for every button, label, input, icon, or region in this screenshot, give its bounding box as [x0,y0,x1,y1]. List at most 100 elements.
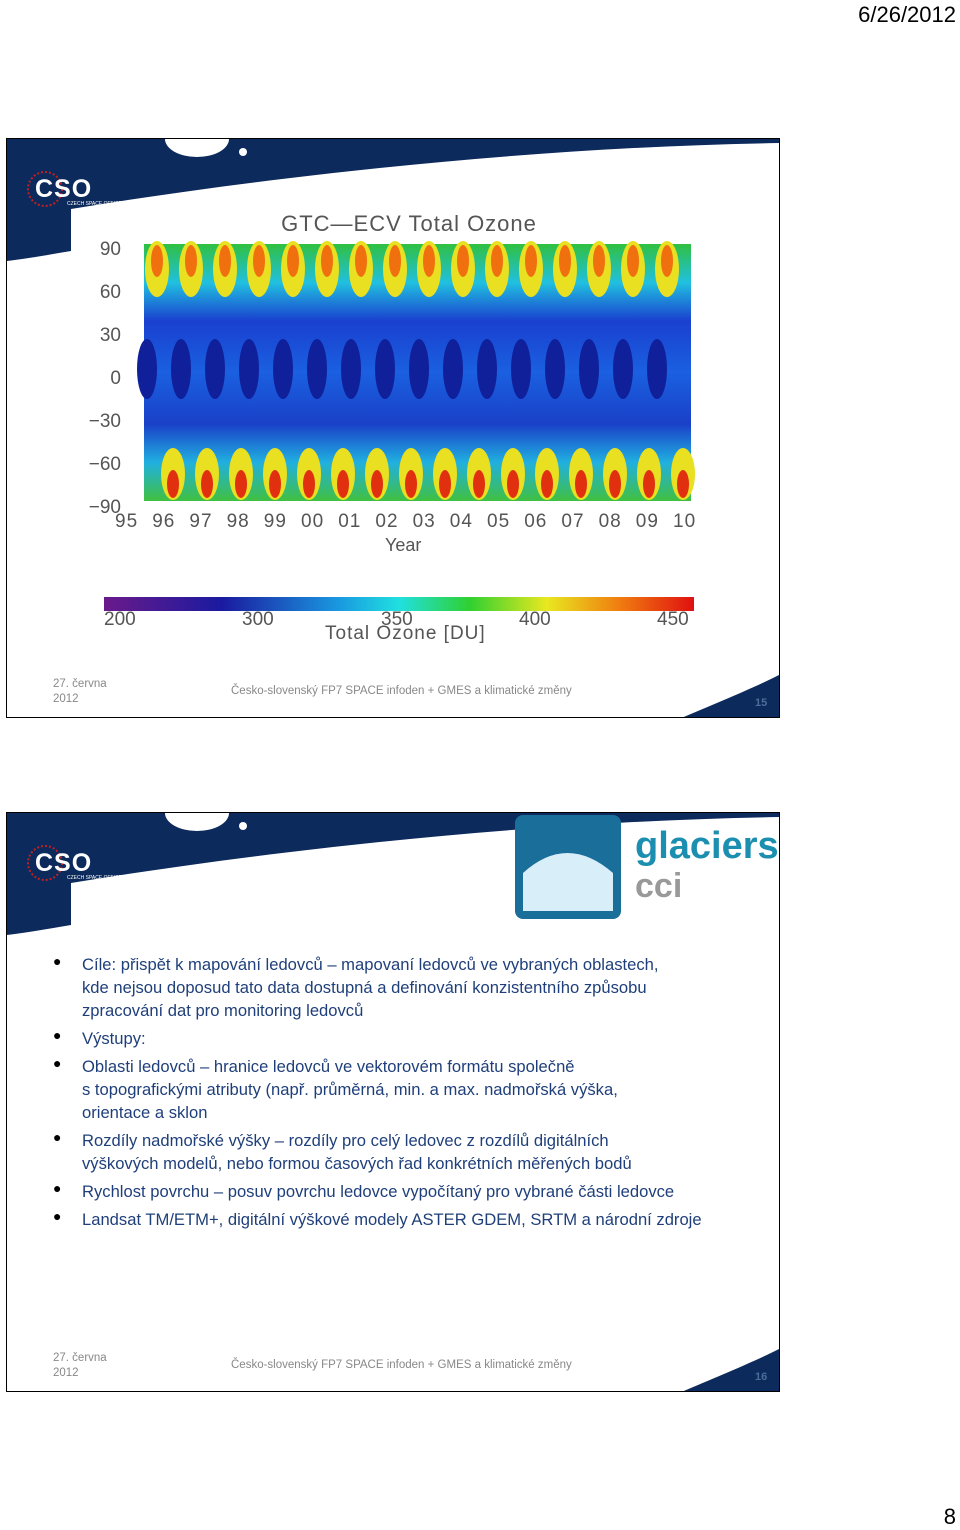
x-tick-label: 01 [338,511,362,532]
heatmap-pattern [545,339,565,399]
colorbar-tick-label: 350 [381,609,413,630]
heatmap-pattern [443,339,463,399]
x-tick-label: 10 [673,511,697,532]
colorbar-label: Total Ozone [DU] [325,623,486,644]
x-tick-label: 03 [412,511,436,532]
y-tick-label: 60 [99,282,121,303]
brand-word: glaciers [635,825,779,867]
heatmap-pattern [579,339,599,399]
logo-subtitle: CZECH SPACE OFFICE [67,201,122,207]
heatmap-pattern [287,245,299,277]
x-tick-label: 02 [375,511,399,532]
heatmap-pattern [273,339,293,399]
slide-art [7,139,779,717]
heatmap-pattern [609,470,621,498]
heatmap-pattern [307,339,327,399]
footer-wedge [683,675,779,717]
figure-title: GTC—ECV Total Ozone [281,211,537,236]
heatmap-pattern [239,339,259,399]
brand-word: cci [635,867,683,905]
heatmap-pattern [235,470,247,498]
heatmap-pattern [677,470,689,498]
heatmap-pattern [341,339,361,399]
x-tick-label: 09 [635,511,659,532]
logo-text: CSO [35,849,93,877]
heatmap-pattern [201,470,213,498]
heatmap-pattern [371,470,383,498]
x-tick-label: 05 [487,511,511,532]
heatmap-pattern [253,245,265,277]
bullet-text: Výstupy: [82,1029,146,1048]
slide-number: 15 [755,697,768,709]
x-tick-label: 07 [561,511,585,532]
bullet-text: s topografickými atributy (např. průměrn… [82,1080,618,1099]
x-tick-label: 08 [598,511,622,532]
bullet-dot: ● [53,1027,62,1043]
slide: CSO CZECH SPACE OFFICE GTC—ECV Total Ozo… [6,138,780,718]
colorbar-tick-label: 450 [657,609,689,630]
heatmap-pattern [303,470,315,498]
colorbar-tick-label: 400 [519,609,551,630]
heatmap-pattern [321,245,333,277]
logo-ring [27,845,63,881]
logo-text: CSO [35,175,93,203]
x-tick-label: 97 [189,511,213,532]
y-tick-label: −60 [88,454,121,475]
heatmap-pattern [541,470,553,498]
header-dot [239,148,247,156]
bullet-text: Cíle: přispět k mapování ledovců – mapov… [82,955,659,974]
x-tick-label: 06 [524,511,548,532]
logo-ring [27,171,63,207]
heatmap-pattern [559,245,571,277]
heatmap-pattern [439,470,451,498]
heatmap-pattern [137,339,157,399]
x-tick-label: 00 [301,511,325,532]
bullet-text: Oblasti ledovců – hranice ledovců ve vek… [82,1057,575,1076]
slide: CSO CZECH SPACE OFFICE glaciers cci ● Cíl… [6,812,780,1392]
footer-wedge [683,1349,779,1391]
heatmap-pattern [661,245,673,277]
heatmap-pattern [643,470,655,498]
colorbar-tick-label: 200 [104,609,136,630]
y-tick-label: 90 [99,239,121,260]
x-tick-label: 96 [152,511,176,532]
header-notch [165,813,229,831]
footer-text: Česko-slovenský FP7 SPACE infoden + GMES… [231,1359,572,1371]
heatmap-pattern [409,339,429,399]
heatmap-pattern [627,245,639,277]
footer-text: Česko-slovenský FP7 SPACE infoden + GMES… [231,685,572,697]
bullet-dot: ● [53,1055,62,1071]
footer-date: 27. června 2012 [53,678,107,705]
colorbar [104,597,694,611]
heatmap-pattern [185,245,197,277]
heatmap-pattern [171,339,191,399]
heatmap-pattern [525,245,537,277]
brand-ice [523,853,613,911]
heatmap-pattern [423,245,435,277]
bullet-text: Rozdíly nadmořské výšky – rozdíly pro ce… [82,1131,609,1150]
heatmap-pattern [269,470,281,498]
bullet-dot: ● [53,1208,62,1224]
slide-number: 16 [755,1371,768,1383]
x-tick-label: 99 [263,511,287,532]
heatmap-pattern [511,339,531,399]
heatmap-pattern [337,470,349,498]
header-swoosh [7,139,779,261]
page-number: 8 [943,1504,956,1529]
bullet-text: kde nejsou doposud tato data dostupná a … [82,978,647,997]
bullet-dot: ● [53,1129,62,1145]
logo-subtitle: CZECH SPACE OFFICE [67,875,122,881]
bullet-text: zpracování dat pro monitoring ledovců [82,1001,364,1020]
x-tick-label: 98 [226,511,250,532]
heatmap-pattern [151,245,163,277]
heatmap-pattern [205,339,225,399]
footer-date: 27. června 2012 [53,1352,107,1379]
x-axis-label: Year [385,535,422,555]
bullet-text: výškových modelů, nebo formou časových ř… [82,1154,632,1173]
heatmap-pattern [389,245,401,277]
heatmap-pattern [575,470,587,498]
heatmap-pattern [593,245,605,277]
y-tick-label: −30 [88,411,121,432]
bullet-text: Landsat TM/ETM+, digitální výškové model… [82,1210,702,1229]
